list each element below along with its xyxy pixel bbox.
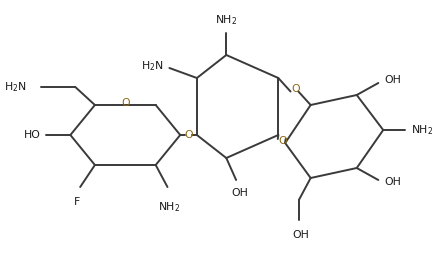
Text: H$_2$N: H$_2$N [4,80,26,94]
Text: NH$_2$: NH$_2$ [215,13,237,27]
Text: F: F [74,197,81,207]
Text: OH: OH [384,75,401,85]
Text: OH: OH [384,177,401,187]
Text: OH: OH [231,188,248,198]
Text: H$_2$N: H$_2$N [141,59,164,73]
Text: HO: HO [24,130,41,140]
Text: NH$_2$: NH$_2$ [158,200,181,214]
Text: O: O [291,85,300,94]
Text: OH: OH [292,230,309,240]
Text: O: O [184,130,193,140]
Text: O: O [279,136,287,146]
Text: NH$_2$: NH$_2$ [411,123,433,137]
Text: O: O [121,98,129,108]
